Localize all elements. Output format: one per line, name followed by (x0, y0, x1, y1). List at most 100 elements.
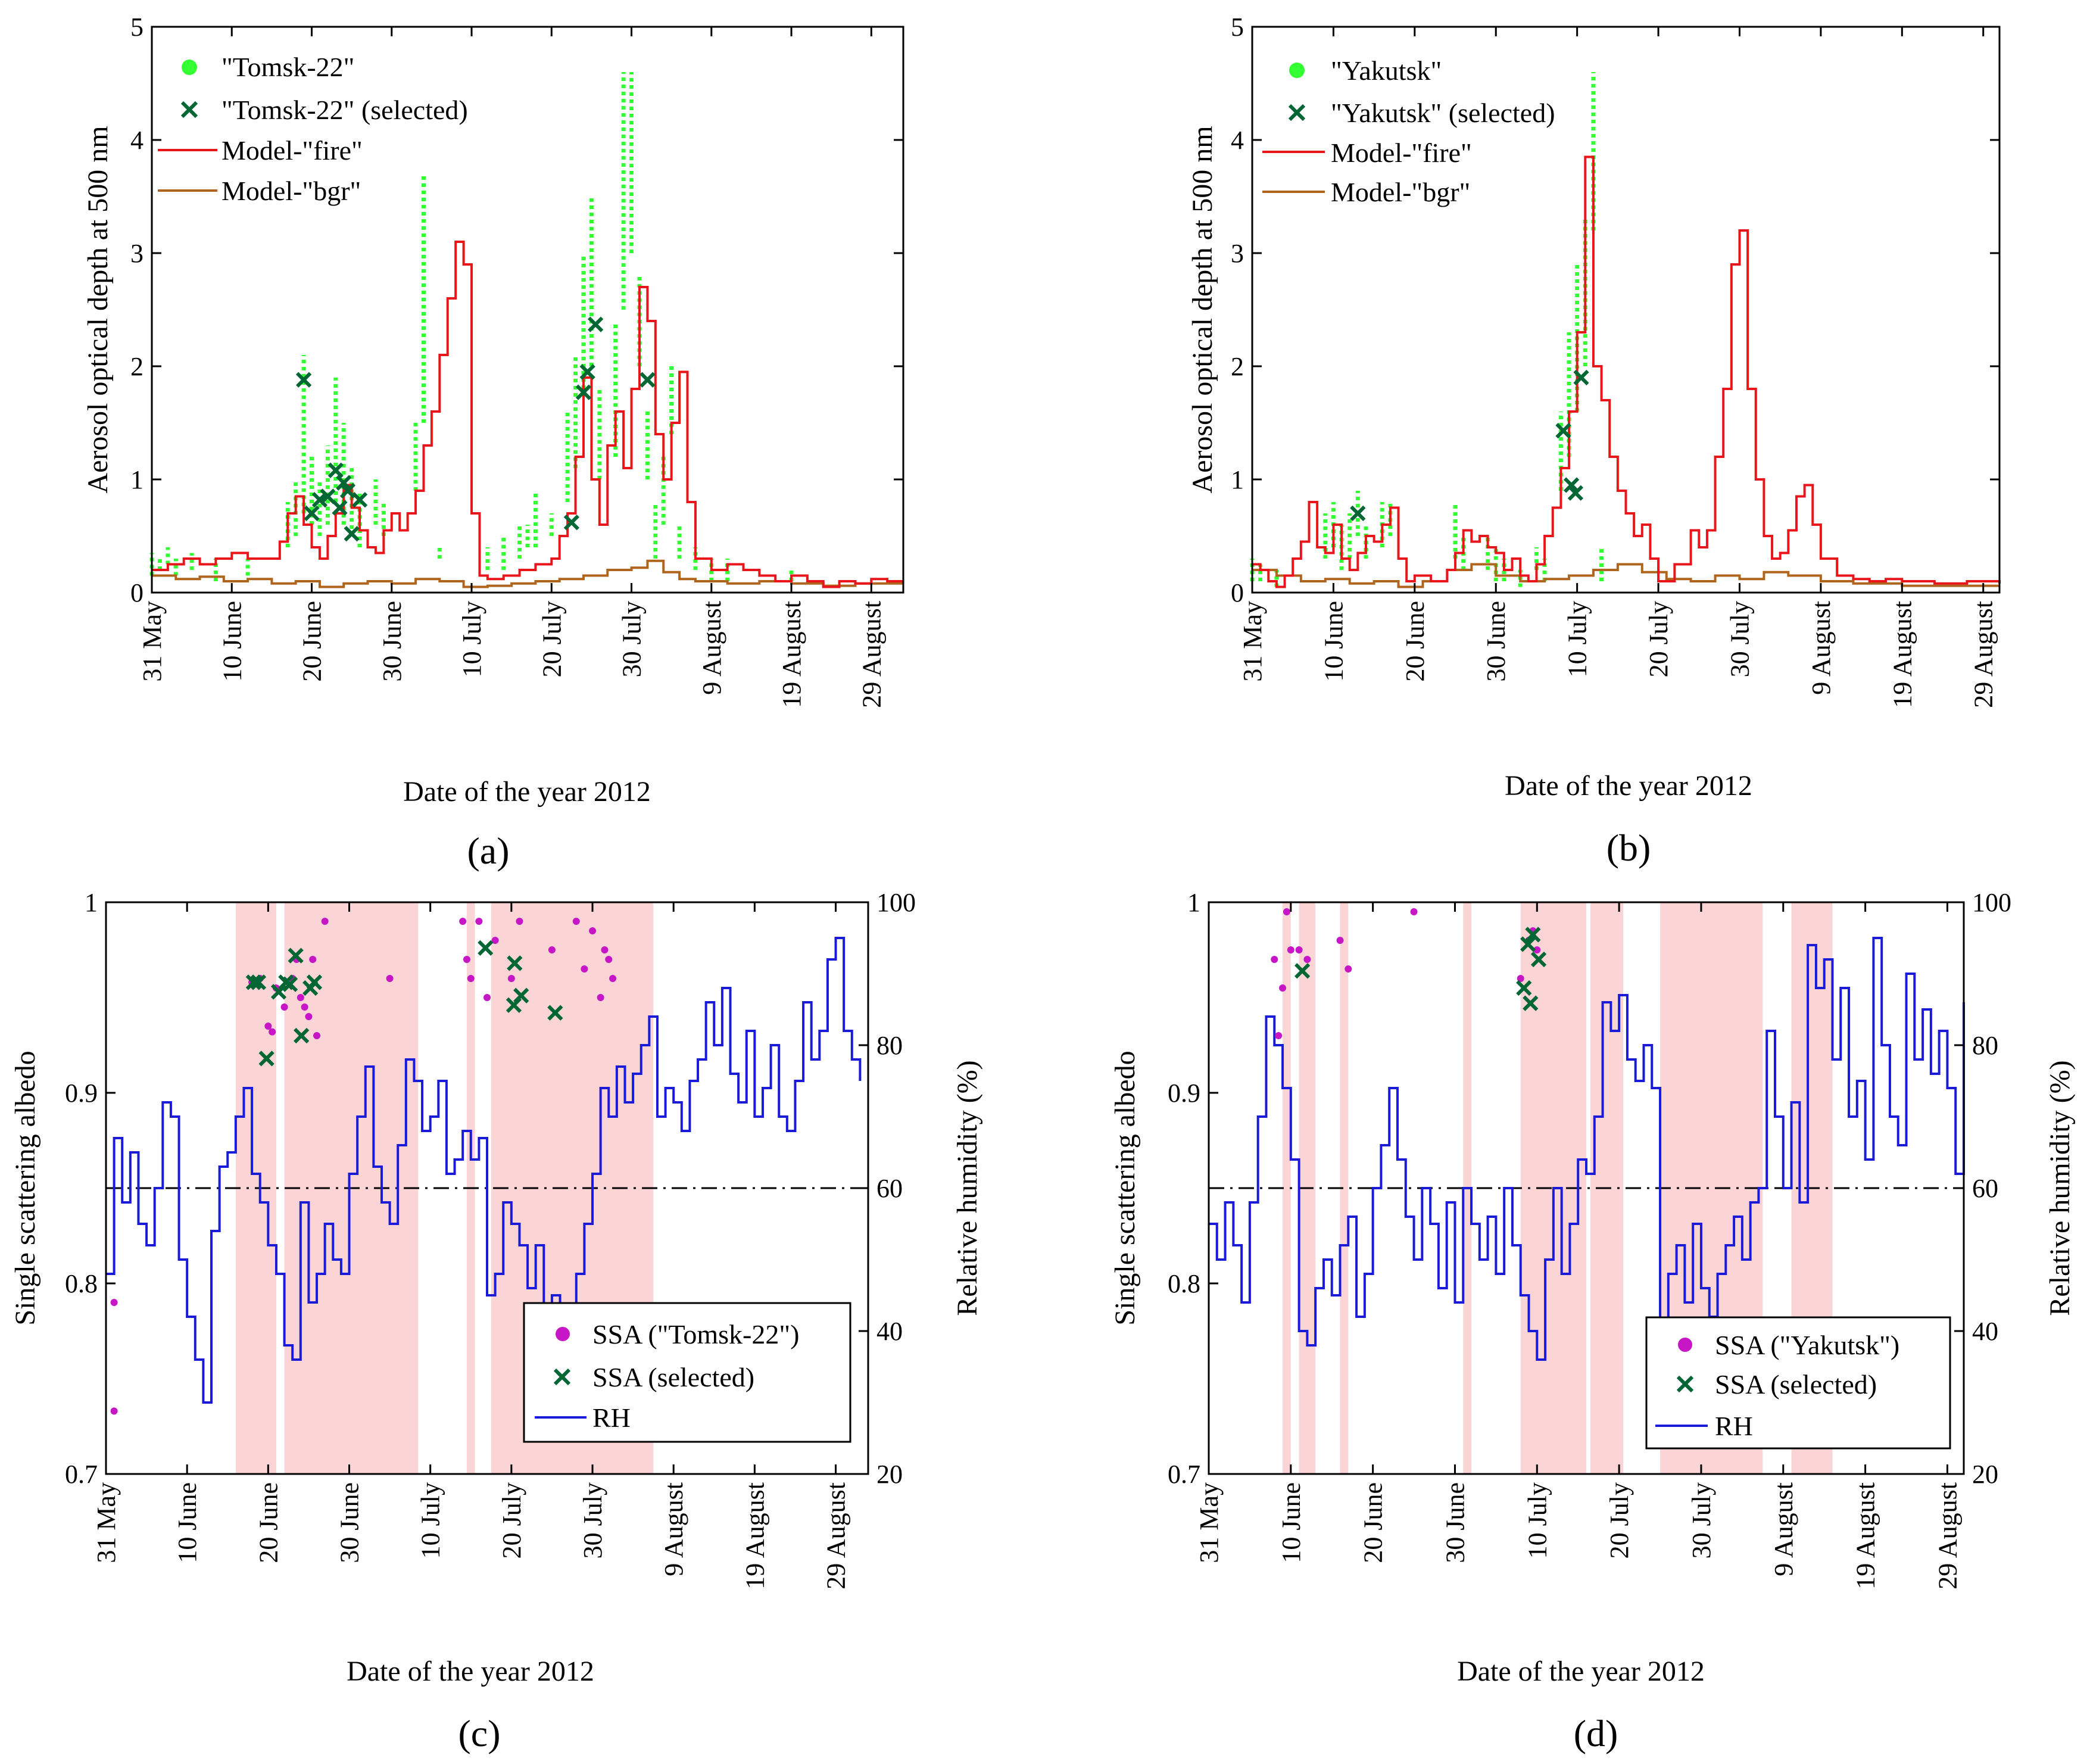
y-tick-label: 5 (1231, 13, 1244, 42)
x-axis-ticks: 31 May 10 June 20 June 30 June 10 July 20 Jul… (92, 902, 851, 1590)
selected-point (547, 1005, 563, 1021)
plot-frame (1251, 26, 2001, 594)
selected-point-stroke (336, 475, 352, 491)
legend-entry-obs: "Yakutsk" (1331, 55, 1442, 86)
ssa-point (459, 918, 467, 925)
y2-tick-label: 40 (1972, 1317, 1998, 1346)
rh-line (106, 937, 862, 1404)
model-bgr-line (152, 559, 903, 588)
selected-point (351, 492, 368, 508)
x-tick-label: 30 June (335, 1482, 364, 1563)
selected-point-stroke (294, 1027, 310, 1044)
data-series (1250, 72, 2001, 588)
x-tick-label: 20 June (1359, 1482, 1388, 1563)
y-tick-label: 5 (130, 13, 144, 42)
x-tick-label: 29 August (822, 1482, 851, 1590)
x-tick-label: 30 July (1687, 1482, 1716, 1559)
selected-point (258, 1051, 274, 1067)
selected-point (288, 948, 304, 964)
x-tick-label: 10 July (416, 1482, 445, 1559)
y-tick-label: 0 (1231, 578, 1244, 607)
legend: SSA ("Yakutsk") SSA (selected) RH (1645, 1316, 1951, 1450)
y-axis-ticks: 0 1 2 3 4 5 (1231, 13, 1999, 607)
x-tick-label: 31 May (138, 601, 167, 682)
legend-obs-marker (182, 60, 197, 75)
selected-point (1520, 936, 1536, 952)
selected-point (295, 372, 312, 388)
legend-entry-selected: SSA (selected) (1715, 1369, 1877, 1400)
selected-point (304, 505, 320, 522)
x-tick-label: 10 June (1277, 1482, 1306, 1563)
ssa-point (1410, 908, 1418, 915)
legend-entry-fire: Model-"fire" (222, 135, 363, 166)
ssa-point (1283, 908, 1290, 915)
ssa-point (601, 946, 609, 953)
x-tick-label: 10 June (1319, 601, 1348, 682)
selected-point (587, 316, 604, 332)
ssa-point (280, 1003, 288, 1011)
x-tick-label: 9 August (1807, 601, 1836, 695)
ssa-point (572, 918, 580, 925)
selected-point-stroke (1516, 980, 1532, 996)
rh-line (1209, 937, 1965, 1361)
x-tick-label: 30 June (1440, 1482, 1470, 1563)
legend-entry-bgr: Model-"bgr" (222, 176, 361, 206)
x-tick-label: 10 July (1563, 601, 1592, 677)
x-axis-title: Date of the year 2012 (403, 776, 651, 808)
y-axis-title: Aerosol optical depth at 500 nm (1187, 126, 1218, 493)
ssa-point (589, 927, 597, 934)
x-tick-label: 31 May (1194, 1482, 1224, 1563)
legend-obs-marker (1289, 63, 1305, 78)
x-tick-label: 20 July (1644, 601, 1673, 677)
legend-entry-selected: "Tomsk-22" (selected) (222, 95, 468, 125)
selected-point (1567, 485, 1584, 501)
selected-point-stroke (332, 500, 348, 516)
x-tick-label: 30 June (1481, 601, 1511, 682)
data-series (149, 72, 903, 588)
x-tick-label: 30 July (578, 1482, 607, 1559)
selected-point (332, 500, 348, 516)
selected-point (336, 475, 352, 491)
ssa-point (297, 994, 304, 1001)
panel-label: (c) (458, 1712, 500, 1754)
x-tick-label: 20 June (1400, 601, 1430, 682)
selected-point-stroke (1555, 423, 1571, 439)
y2-tick-label: 20 (876, 1460, 903, 1489)
selected-point (294, 1027, 310, 1044)
selected-point-stroke (587, 316, 604, 332)
ssa-point (1533, 946, 1541, 953)
ssa-point (483, 994, 491, 1001)
model-fire-line (1252, 155, 2001, 588)
ssa-point (1295, 946, 1303, 953)
x-tick-label: 19 August (1888, 601, 1917, 708)
ssa-point (269, 1028, 276, 1036)
selected-point (327, 462, 344, 478)
x-tick-label: 20 July (497, 1482, 526, 1559)
selected-point-stroke (478, 940, 494, 956)
ssa-point (463, 956, 470, 963)
panel-label: (d) (1574, 1712, 1618, 1754)
selected-point (1516, 980, 1532, 996)
ssa-point (301, 1003, 308, 1011)
y-tick-label: 4 (1231, 126, 1244, 155)
selected-point (1523, 995, 1539, 1011)
selected-point (245, 974, 261, 990)
selected-point-stroke (513, 987, 529, 1003)
y-tick-label: 3 (130, 239, 144, 268)
y-tick-label: 0.8 (1168, 1269, 1200, 1298)
selected-point (311, 492, 328, 508)
selected-point (1350, 505, 1366, 522)
ssa-point (1271, 956, 1278, 963)
ssa-point (507, 975, 515, 982)
smoke-band (1340, 902, 1349, 1474)
selected-point (344, 526, 360, 542)
y-tick-label: 3 (1231, 239, 1244, 268)
selected-point-stroke (507, 955, 523, 971)
x-tick-label: 29 August (857, 601, 886, 708)
y2-tick-label: 60 (876, 1174, 903, 1203)
y-tick-label: 1 (130, 465, 144, 494)
legend-entry-ssa: SSA ("Tomsk-22") (592, 1319, 799, 1350)
y-tick-label: 0.9 (65, 1079, 98, 1108)
selected-point-stroke (327, 462, 344, 478)
